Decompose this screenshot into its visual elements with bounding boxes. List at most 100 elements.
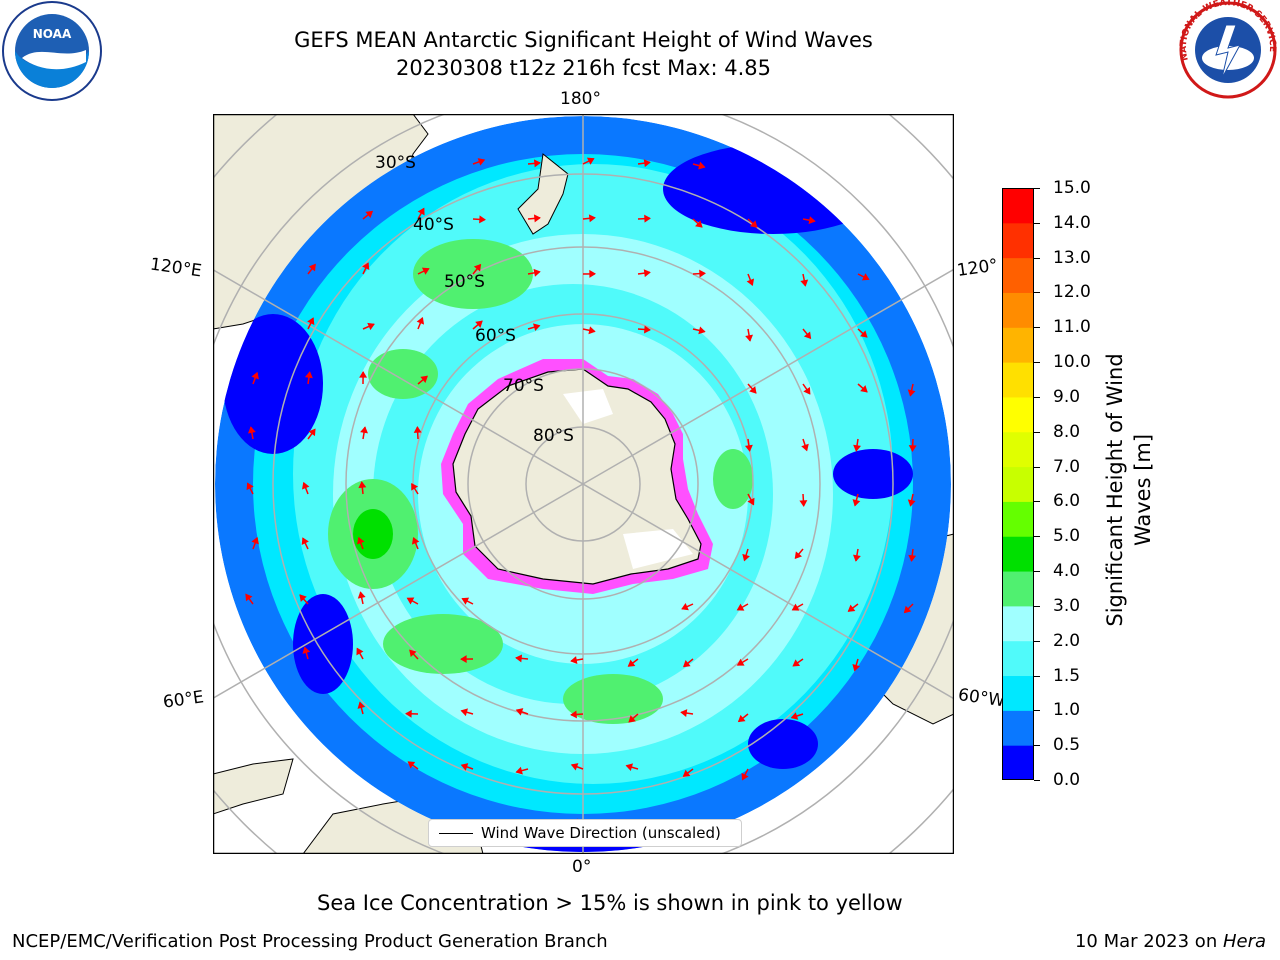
wind-arrow-head (359, 371, 368, 378)
lat-label-70: 70°S (503, 376, 544, 396)
wind-arrow-head (643, 159, 651, 168)
wind-arrow-head (515, 708, 524, 716)
wind-arrow-head (358, 481, 367, 489)
svg-text:NOAA: NOAA (33, 27, 72, 41)
colorbar-tick-label: 6.0 (1053, 491, 1081, 512)
wind-arrow-head (406, 597, 415, 605)
lon-label-120w: 120° (955, 255, 1000, 281)
colorbar-tick-label: 8.0 (1053, 421, 1081, 442)
wind-arrows (245, 157, 917, 830)
wind-arrow-head (803, 386, 811, 395)
wind-arrow-head (533, 323, 541, 332)
wind-arrow-head (247, 426, 256, 434)
colorbar-tick-label: 5.0 (1053, 526, 1081, 547)
colorbar-tick-label: 7.0 (1053, 456, 1081, 477)
wind-arrow-head (515, 766, 523, 775)
new-zealand-land (517, 153, 569, 235)
wind-arrow-head (794, 551, 802, 559)
wind-arrow-head (416, 316, 425, 325)
colorbar-tick-label: 4.0 (1053, 561, 1081, 582)
colorbar-tick-mark (1034, 501, 1040, 503)
wind-arrow-head (682, 769, 691, 777)
colorbar-tick-label: 0.0 (1053, 770, 1081, 790)
colorbar-tick-mark (1034, 675, 1040, 677)
wind-arrow-head (473, 263, 482, 272)
wind-arrow-head (302, 481, 310, 490)
wind-arrow-head (589, 269, 596, 278)
lon-label-120e: 120°E (148, 254, 203, 282)
wind-arrow-head (357, 591, 366, 599)
wind-arrow-head (737, 714, 746, 723)
footer-date: 10 Mar 2023 on (1074, 931, 1223, 952)
colorbar-tick-label: 14.0 (1053, 212, 1091, 233)
footer-left: NCEP/EMC/Verification Post Processing Pr… (12, 931, 608, 952)
colorbar-segment (1002, 327, 1034, 363)
wind-arrow-head (741, 772, 749, 781)
wind-arrow-head (628, 715, 636, 723)
colorbar-segment (1002, 257, 1034, 293)
colorbar-tick-mark (1034, 466, 1040, 468)
wind-arrow-head (588, 326, 596, 335)
colorbar-tick-mark (1034, 431, 1040, 433)
svg-text:Waves [m]: Waves [m] (1131, 434, 1155, 546)
wind-arrow-head (627, 659, 636, 667)
lon-label-60e: 60°E (161, 687, 206, 713)
colorbar-tick-label: 9.0 (1053, 386, 1081, 407)
wind-arrow-head (800, 279, 809, 287)
colorbar (1002, 188, 1034, 780)
colorbar-tick-mark (1034, 396, 1040, 398)
wind-arrow-head (245, 593, 253, 602)
wind-arrow-head (852, 663, 861, 672)
colorbar-tick-label: 12.0 (1053, 282, 1091, 303)
wind-arrow-head (308, 428, 316, 437)
colorbar-tick-label: 10.0 (1053, 352, 1091, 373)
wind-arrow-head (853, 444, 861, 452)
wind-arrow-head (746, 278, 755, 287)
antarctica-land (452, 368, 702, 585)
wind-arrow-head (803, 331, 812, 340)
colorbar-segment (1002, 362, 1034, 398)
colorbar-tick-label: 1.0 (1053, 700, 1081, 721)
wind-arrow-head (860, 385, 868, 393)
wind-arrow-head (475, 320, 483, 328)
wind-arrow-head (299, 594, 307, 602)
wind-arrow-head (409, 649, 417, 658)
wind-arrow-head (801, 443, 809, 452)
wind-arrow-head (742, 553, 750, 562)
legend-line-icon (439, 832, 473, 834)
colorbar-segment (1002, 745, 1034, 780)
wind-arrow-head (695, 220, 703, 228)
wind-arrow-head (852, 554, 861, 562)
colorbar-tick-label: 1.5 (1053, 665, 1081, 686)
wind-arrow-head (460, 763, 469, 771)
colorbar-segment (1002, 466, 1034, 502)
colorbar-tick-mark (1034, 536, 1040, 538)
wind-arrow-head (411, 482, 419, 491)
wind-arrow-head (308, 263, 316, 272)
sea-ice-caption: Sea Ice Concentration > 15% is shown in … (317, 891, 903, 915)
colorbar-segment (1002, 222, 1034, 259)
wind-arrow-head (744, 444, 753, 452)
wind-arrow-head (682, 659, 691, 668)
wind-arrow-head (302, 646, 311, 654)
wind-arrow-head (357, 536, 365, 545)
lat-label-50: 50°S (444, 272, 485, 292)
wind-arrow-head (736, 603, 745, 611)
polar-map: 30°S 40°S 50°S 60°S 70°S 80°S (213, 114, 954, 854)
wind-arrow-head (420, 375, 428, 383)
colorbar-title: Significant Height of Wind Waves [m] (1103, 353, 1155, 626)
footer-machine: Hera (1222, 931, 1266, 952)
colorbar-tick-mark (1034, 780, 1040, 781)
wind-arrow-head (903, 605, 912, 614)
colorbar-tick-mark (1034, 327, 1040, 329)
colorbar-tick-mark (1034, 257, 1040, 259)
wind-arrow-head (356, 647, 364, 656)
colorbar-tick-label: 2.0 (1053, 630, 1081, 651)
wind-arrow-head (736, 658, 745, 666)
colorbar-tick-mark (1034, 710, 1040, 712)
wind-arrow-head (799, 500, 808, 507)
svg-text:Significant Height of Wind: Significant Height of Wind (1103, 353, 1127, 626)
wind-arrow-head (413, 426, 422, 433)
colorbar-tick-label: 11.0 (1053, 317, 1091, 338)
wind-arrow-head (515, 654, 523, 663)
